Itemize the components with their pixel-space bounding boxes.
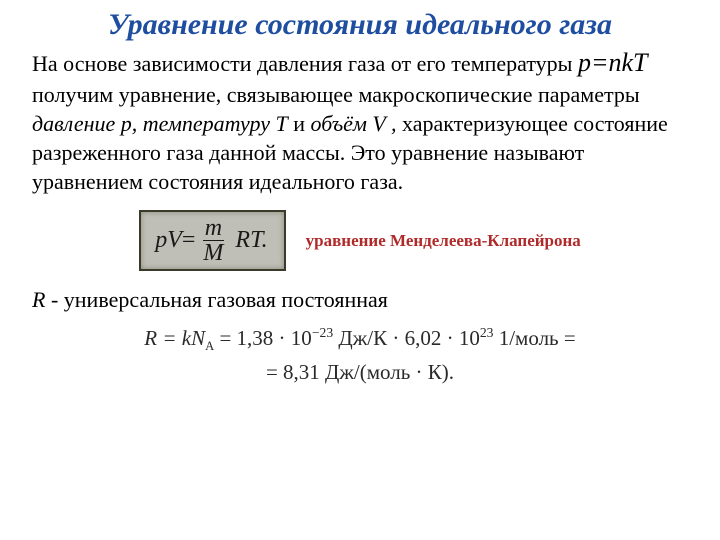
eq-num: m (203, 216, 224, 241)
r-symbol: R (32, 287, 45, 312)
eq-den: M (201, 241, 225, 265)
slide-title: Уравнение состояния идеального газа (32, 8, 688, 42)
equation-caption: уравнение Менделеева-Клапейрона (306, 231, 581, 251)
req-sup1: −23 (312, 325, 333, 340)
para-it1: давление р, температуру Т (32, 111, 288, 136)
r-equation-block: R = kNA = 1,38 · 10−23 Дж/К · 6,02 · 102… (32, 323, 688, 388)
inline-equation-pnkT: p=nkT (578, 48, 648, 77)
main-paragraph: На основе зависимости давления газа от е… (32, 46, 688, 196)
req-l2: = 8,31 Дж/(моль · К). (144, 357, 575, 389)
r-rest: - универсальная газовая постоянная (45, 287, 387, 312)
para-t3: и (293, 111, 310, 136)
req-l1b: = 1,38 · 10 (214, 326, 312, 350)
para-it2: объём V , (310, 111, 396, 136)
para-t1: На основе зависимости давления газа от е… (32, 51, 578, 76)
eq-fraction: m M (201, 216, 225, 265)
eq-pV: pV (155, 227, 182, 254)
eq-equals: = (182, 227, 196, 254)
main-equation-row: pV = m M RT. уравнение Менделеева-Клапей… (32, 210, 688, 271)
req-l1a: R = kN (144, 326, 205, 350)
req-sup2: 23 (480, 325, 494, 340)
eq-RT: RT. (235, 227, 267, 254)
req-sub: A (205, 340, 214, 354)
req-l1c: Дж/К · 6,02 · 10 (333, 326, 480, 350)
equation-box: pV = m M RT. (139, 210, 285, 271)
req-l1d: 1/моль = (493, 326, 575, 350)
r-definition-line: R - универсальная газовая постоянная (32, 287, 688, 313)
para-t2: получим уравнение, связывающее макроскоп… (32, 82, 640, 107)
